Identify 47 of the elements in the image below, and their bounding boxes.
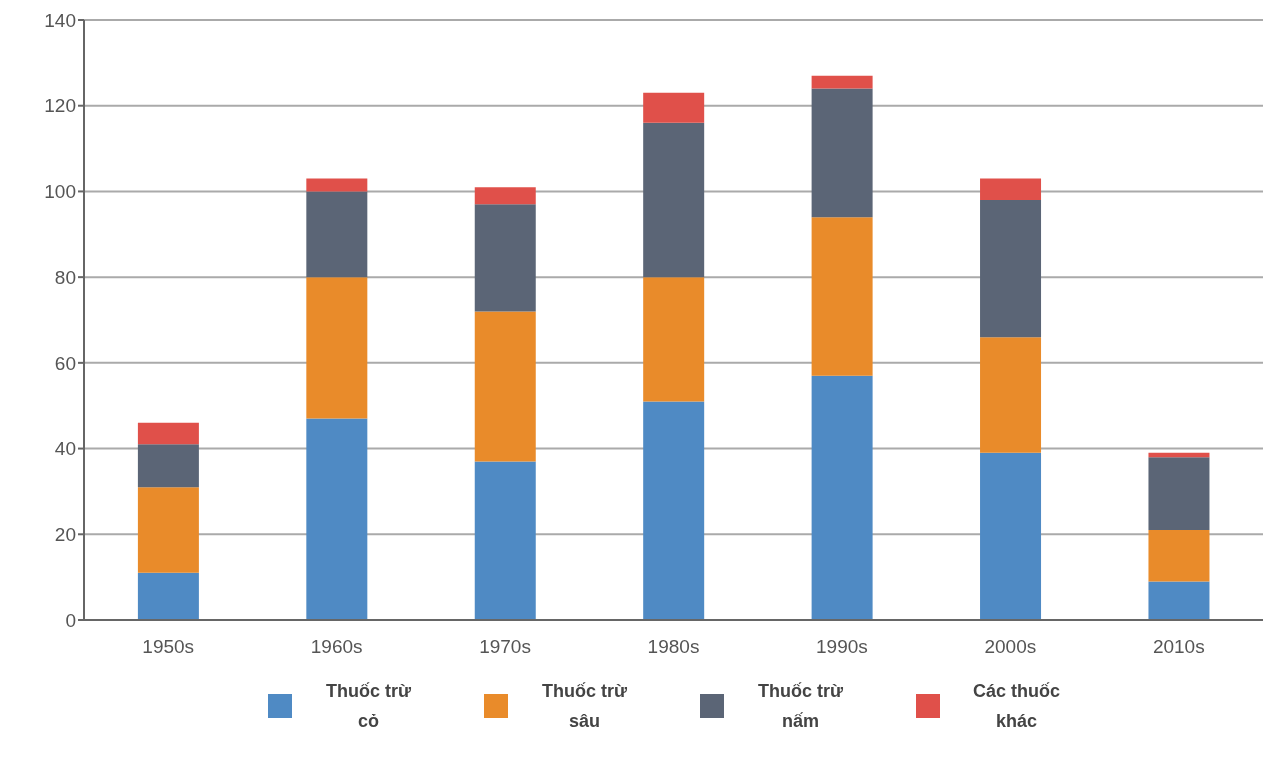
- y-tick-label: 40: [54, 438, 76, 460]
- x-tick-label: 2000s: [984, 636, 1037, 658]
- legend-label: Các thuốc khác: [972, 680, 1061, 733]
- bar: [474, 187, 536, 205]
- bar: [306, 191, 368, 278]
- bar: [306, 178, 368, 192]
- bar: [1148, 581, 1210, 620]
- bar: [306, 277, 368, 419]
- legend-label: Thuốc trừ nấm: [757, 680, 844, 733]
- bar: [643, 92, 705, 123]
- bar: [980, 337, 1042, 453]
- bar: [1148, 457, 1210, 530]
- y-tick-label: 60: [54, 352, 76, 374]
- bar: [1148, 452, 1210, 458]
- x-tick-label: 2010s: [1152, 636, 1205, 658]
- bar: [811, 217, 873, 376]
- y-tick-label: 140: [44, 9, 76, 31]
- x-tick-label: 1970s: [479, 636, 531, 658]
- x-tick-label: 1990s: [816, 636, 868, 658]
- bar: [811, 375, 873, 620]
- bar: [474, 204, 536, 312]
- y-tick-label: 100: [44, 181, 76, 203]
- bar: [980, 452, 1042, 620]
- bar: [643, 401, 705, 620]
- bar: [137, 422, 199, 445]
- legend-label: Thuốc trừ sâu: [541, 680, 628, 733]
- bar: [137, 572, 199, 620]
- legend-label: Thuốc trừ cỏ: [325, 680, 412, 733]
- y-tick-label: 80: [54, 266, 76, 288]
- bar: [980, 200, 1042, 338]
- x-tick-label: 1980s: [647, 636, 700, 658]
- y-tick-label: 20: [54, 524, 76, 546]
- x-tick-label: 1950s: [142, 636, 195, 658]
- x-tick-label: 1960s: [310, 636, 363, 658]
- bar: [137, 487, 199, 573]
- bar: [1148, 530, 1210, 582]
- bar: [811, 88, 873, 218]
- bar: [137, 444, 199, 488]
- bar: [811, 75, 873, 89]
- bar: [643, 277, 705, 402]
- bar: [474, 461, 536, 620]
- bar: [980, 178, 1042, 200]
- bar: [474, 311, 536, 462]
- bar: [643, 122, 705, 278]
- y-tick-label: 120: [44, 95, 76, 117]
- y-tick-label: 0: [65, 609, 76, 631]
- bar: [306, 418, 368, 620]
